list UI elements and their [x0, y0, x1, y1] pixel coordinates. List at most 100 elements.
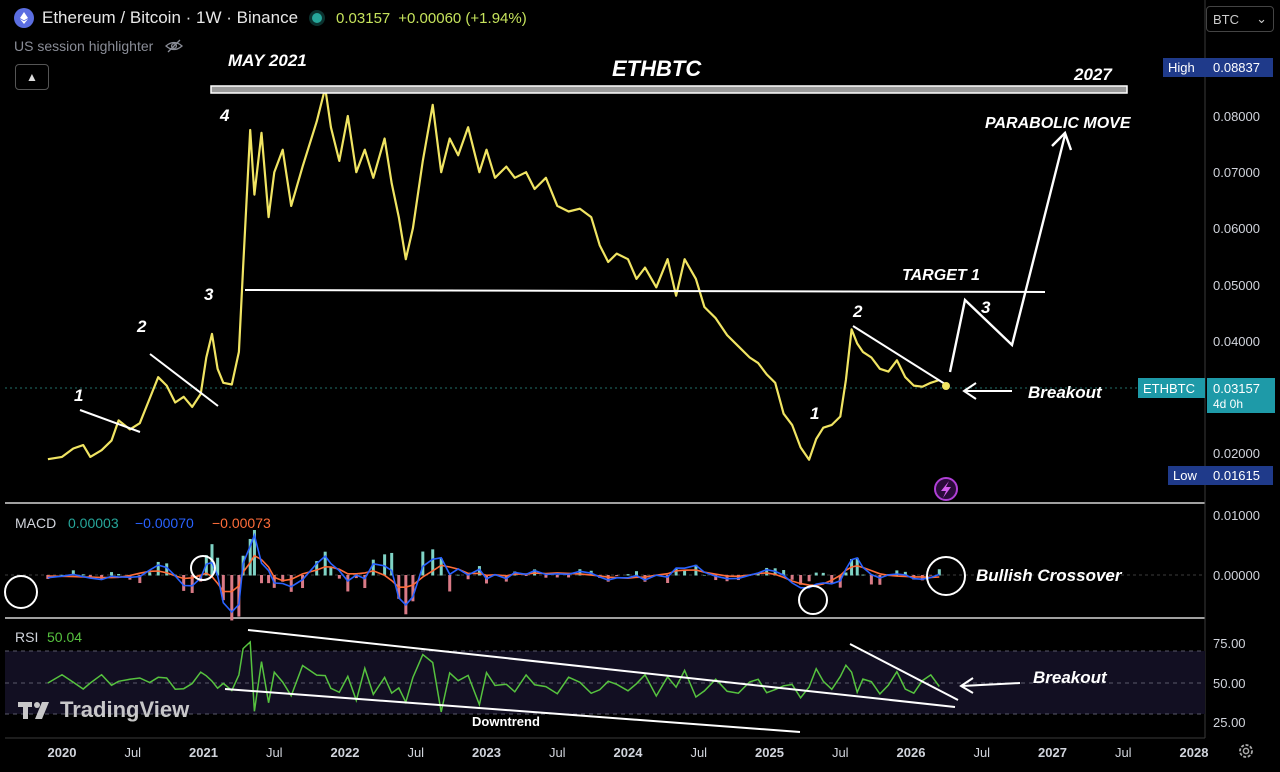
macd-histogram-bar	[301, 575, 305, 589]
rsi-line[interactable]	[47, 640, 940, 713]
rsi-legend-title[interactable]: RSI	[15, 629, 38, 645]
time-axis-tick: Jul	[832, 745, 849, 760]
breakout-label: Breakout	[1028, 383, 1103, 402]
macd-crossover-circle-1	[4, 575, 38, 609]
price-axis-tick: 0.05000	[1213, 278, 1260, 293]
macd-histogram-bar	[448, 575, 452, 592]
macd-histogram-bar	[765, 567, 769, 576]
macd-histogram-bar	[110, 572, 114, 576]
macd-histogram-bar	[404, 575, 408, 615]
eye-hidden-icon[interactable]	[165, 39, 184, 53]
macd-histogram-bar	[477, 566, 481, 576]
rsi-breakout-trendline[interactable]	[849, 643, 959, 701]
macd-histogram-bar	[117, 573, 121, 576]
time-axis-tick: Jul	[973, 745, 990, 760]
macd-histogram-bar	[666, 575, 670, 584]
wave-label-4: 4	[219, 106, 230, 125]
time-axis-tick: 2024	[614, 745, 644, 760]
macd-crossover-circle-3	[798, 585, 828, 615]
macd-legend-title[interactable]: MACD	[15, 515, 56, 531]
macd-axis-tick: 0.00000	[1213, 568, 1260, 583]
macd-histogram-bar	[346, 575, 350, 592]
wave-label-1: 1	[74, 386, 83, 405]
macd-histogram-bar	[855, 557, 859, 576]
macd-histogram-bar	[821, 572, 825, 576]
high-badge-label: High	[1168, 60, 1195, 75]
countdown-value: 4d 0h	[1213, 397, 1243, 411]
time-axis-tick: 2020	[48, 745, 77, 760]
price-axis-tick: 0.08000	[1213, 109, 1260, 124]
wave-label-3-projection: 3	[981, 298, 991, 317]
macd-histogram-bar	[431, 549, 435, 576]
macd-histogram-bar	[329, 567, 333, 576]
macd-histogram-bar	[869, 575, 873, 585]
may-2021-label: MAY 2021	[228, 51, 307, 70]
macd-histogram-bar	[182, 575, 186, 591]
macd-histogram-bar	[814, 572, 818, 576]
macd-histogram-bar	[567, 575, 571, 578]
macd-line[interactable]	[47, 532, 940, 614]
rsi-axis-tick: 50.00	[1213, 676, 1246, 691]
macd-histogram-bar	[411, 575, 415, 602]
chart-title-label: ETHBTC	[612, 56, 702, 81]
wave-2-trendline[interactable]	[149, 353, 219, 407]
collapse-legend-button[interactable]: ▲	[15, 64, 49, 90]
macd-histogram-bar	[578, 569, 582, 576]
rsi-upper-trendline[interactable]	[247, 629, 956, 708]
symbol-header[interactable]: Ethereum / Bitcoin · 1W · Binance 0.0315…	[14, 8, 527, 28]
macd-histogram-bar	[383, 554, 387, 576]
current-price-dot[interactable]	[942, 382, 950, 390]
macd-histogram-bar	[71, 570, 75, 576]
lightning-icon[interactable]	[934, 477, 958, 501]
time-axis-tick: Jul	[1115, 745, 1132, 760]
breakout-arrow-head	[962, 382, 977, 400]
wave-1-trendline[interactable]	[79, 409, 141, 433]
may-2021-high-bar[interactable]	[210, 85, 1128, 94]
rsi-series[interactable]	[47, 640, 940, 713]
parabolic-move-label: PARABOLIC MOVE	[985, 115, 1132, 132]
macd-histogram-bar	[281, 575, 285, 582]
ethbtc-badge	[1138, 378, 1205, 398]
tradingview-logo-text: TradingView	[60, 697, 190, 722]
price-axis-tick: 0.06000	[1213, 221, 1260, 236]
time-axis-tick: Jul	[266, 745, 283, 760]
projection-path[interactable]	[948, 134, 1067, 373]
price-axis-tick: 0.02000	[1213, 446, 1260, 461]
ethereum-icon	[14, 8, 34, 28]
macd-histogram-bar	[230, 575, 234, 621]
price-axis-tick: 0.07000	[1213, 165, 1260, 180]
indicator-legend[interactable]: US session highlighter	[14, 38, 184, 54]
high-badge-value: 0.08837	[1213, 60, 1260, 75]
rsi-value: 50.04	[47, 629, 82, 645]
axis-labels: 0.08000 0.07000 0.06000 0.05000 0.04000 0.020…	[48, 109, 1260, 760]
rsi-lower-trendline[interactable]	[224, 688, 801, 733]
session-highlighter-label[interactable]: US session highlighter	[14, 38, 154, 54]
macd-signal-line[interactable]	[47, 554, 940, 593]
time-axis-tick: 2023	[472, 745, 501, 760]
time-axis-tick: 2028	[1180, 745, 1209, 760]
macd-histogram-bar	[615, 575, 619, 576]
wave-2-2025-trendline[interactable]	[852, 325, 946, 385]
time-axis-tick: 2021	[189, 745, 218, 760]
macd-crossover-circle-4	[926, 556, 966, 596]
current-price-badge	[1207, 378, 1275, 413]
macd-series[interactable]	[46, 530, 941, 621]
time-axis-tick: Jul	[124, 745, 141, 760]
ethbtc-price-line[interactable]	[47, 86, 940, 461]
symbol-title[interactable]: Ethereum / Bitcoin · 1W · Binance	[42, 8, 299, 27]
ethbtc-badge-label: ETHBTC	[1143, 381, 1195, 396]
target-1-line[interactable]	[244, 289, 1046, 293]
macd-histogram-bar	[165, 563, 169, 576]
macd-histogram-bar	[390, 552, 394, 576]
time-axis-tick: 2022	[331, 745, 360, 760]
low-badge-label: Low	[1173, 468, 1197, 483]
macd-histogram-bar	[643, 575, 647, 582]
price-series[interactable]	[47, 86, 940, 461]
currency-select[interactable]: BTC ⌄	[1206, 6, 1274, 32]
projection-arrow-head	[1051, 130, 1073, 151]
target-1-label: TARGET 1	[902, 267, 980, 284]
settings-gear-icon[interactable]	[1236, 741, 1256, 761]
bullish-crossover-label: Bullish Crossover	[976, 566, 1123, 585]
